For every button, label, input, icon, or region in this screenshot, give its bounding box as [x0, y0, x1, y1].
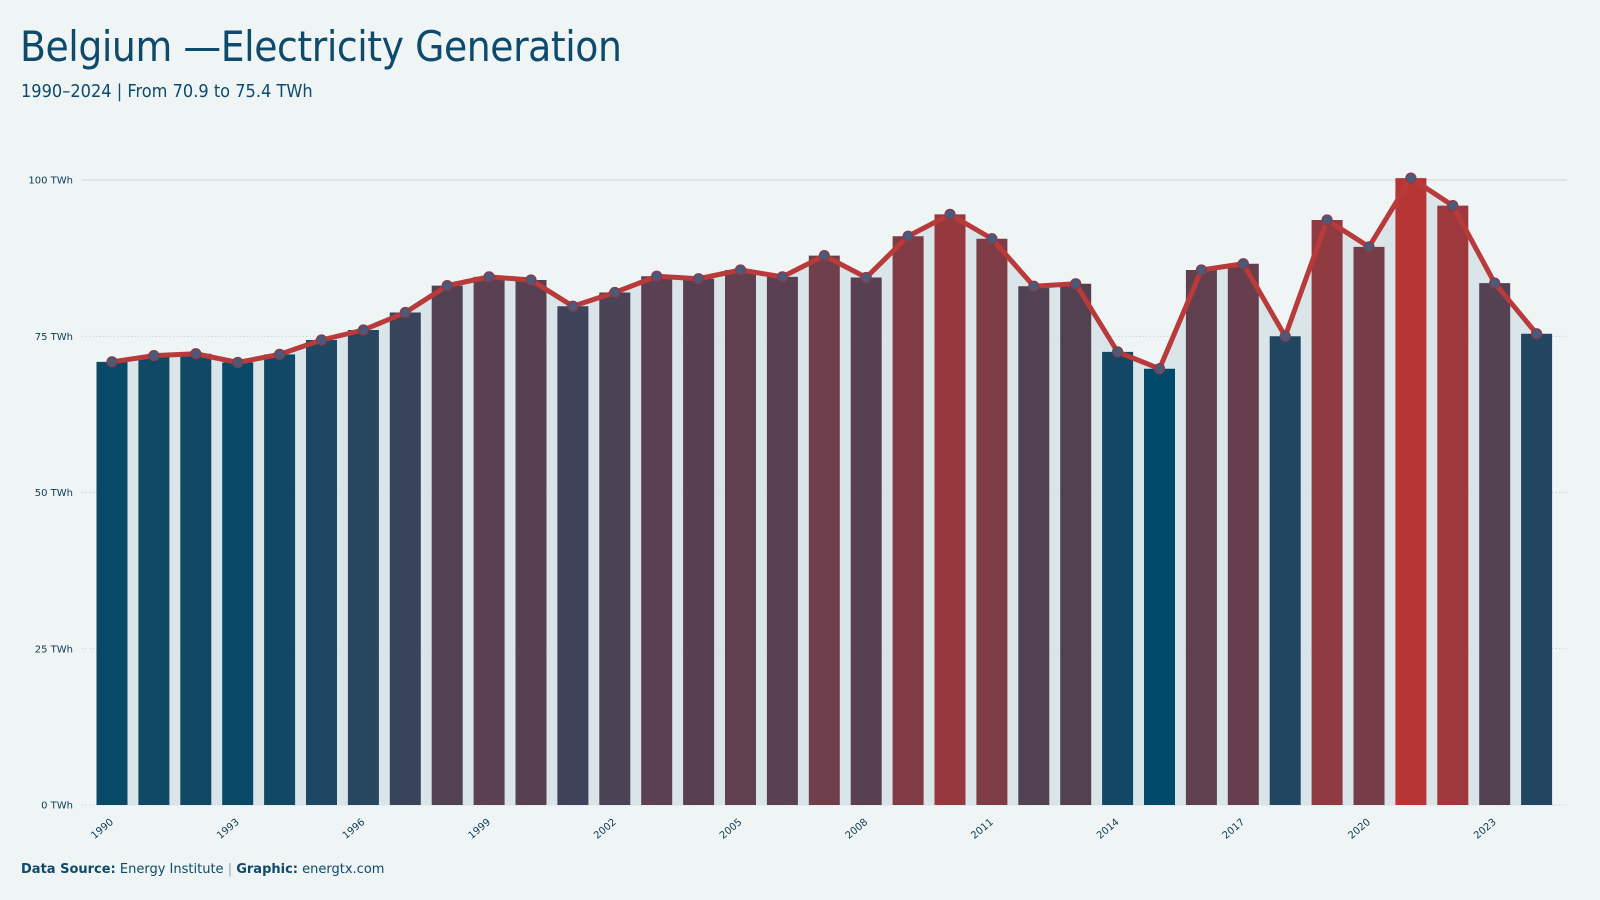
- bar-2015: [1144, 368, 1175, 805]
- source-value: Energy Institute: [119, 862, 224, 877]
- point-2007: [818, 250, 830, 262]
- x-tick-label: 1990: [89, 817, 116, 842]
- point-1997: [399, 306, 411, 319]
- bar-2002: [599, 292, 631, 805]
- bar-2006: [766, 276, 798, 805]
- point-2010: [944, 208, 956, 220]
- chart-subtitle: 1990–2024 | From 70.9 to 75.4 TWh: [21, 81, 313, 102]
- point-2015: [1153, 363, 1166, 375]
- point-1995: [315, 334, 328, 346]
- point-1999: [483, 271, 495, 283]
- bar-1991: [138, 355, 170, 805]
- bar-1990: [96, 361, 128, 805]
- point-1996: [357, 324, 369, 336]
- graphic-label: Graphic:: [236, 862, 298, 877]
- chart-title: Belgium —Electricity Generation: [20, 22, 622, 71]
- graphic-value: energtx.com: [302, 862, 385, 877]
- bar-2011: [976, 238, 1008, 805]
- point-1992: [190, 348, 202, 360]
- point-1993: [232, 356, 244, 369]
- point-2019: [1321, 214, 1333, 226]
- y-tick-label: 100 TWh: [28, 176, 73, 187]
- x-tick-label: 2005: [718, 817, 745, 842]
- point-2011: [986, 233, 998, 245]
- bar-2022: [1437, 205, 1469, 805]
- y-tick-label: 0 TWh: [41, 801, 73, 812]
- bar-2010: [934, 214, 966, 805]
- bar-1997: [389, 312, 421, 805]
- point-1994: [274, 348, 286, 360]
- x-tick-label: 1996: [341, 817, 368, 842]
- bar-2019: [1311, 220, 1343, 805]
- point-2023: [1489, 277, 1501, 289]
- bar-2001: [557, 306, 589, 805]
- bar-1996: [347, 330, 379, 805]
- bar-2017: [1227, 263, 1259, 805]
- bar-2004: [683, 278, 715, 805]
- x-tick-label: 2002: [592, 817, 619, 842]
- point-2006: [776, 271, 789, 283]
- point-2000: [525, 274, 537, 286]
- bar-2013: [1060, 283, 1092, 805]
- x-tick-label: 2011: [969, 817, 996, 842]
- point-2018: [1279, 330, 1291, 342]
- point-2009: [902, 230, 914, 242]
- bar-1994: [264, 354, 296, 805]
- point-1991: [148, 350, 160, 362]
- x-tick-label: 2017: [1221, 817, 1248, 842]
- footer: Data Source: Energy Institute | Graphic:…: [21, 862, 384, 877]
- x-tick-label: 2014: [1095, 817, 1122, 842]
- point-2020: [1363, 241, 1375, 253]
- point-2004: [692, 273, 705, 285]
- bar-2012: [1018, 286, 1050, 805]
- point-1990: [106, 356, 118, 368]
- y-tick-label: 50 TWh: [35, 488, 73, 499]
- bar-1998: [431, 285, 463, 805]
- point-2017: [1237, 258, 1249, 270]
- bar-2009: [892, 236, 924, 805]
- y-tick-label: 25 TWh: [35, 644, 73, 655]
- x-tick-label: 2008: [844, 817, 871, 842]
- bar-2018: [1269, 336, 1301, 805]
- x-tick-label: 2023: [1472, 817, 1499, 842]
- point-2022: [1447, 200, 1459, 212]
- x-tick-label: 1999: [466, 817, 493, 842]
- point-2013: [1070, 278, 1082, 290]
- point-2005: [734, 264, 747, 276]
- bar-2021: [1395, 178, 1427, 805]
- footer-separator: |: [227, 862, 233, 877]
- point-2003: [651, 270, 663, 282]
- bar-1993: [222, 362, 254, 805]
- bar-1995: [306, 340, 337, 805]
- bar-2024: [1521, 333, 1553, 805]
- bar-2005: [725, 270, 756, 805]
- point-2002: [609, 286, 621, 299]
- bar-2008: [850, 277, 882, 805]
- point-2024: [1530, 328, 1543, 340]
- bar-2003: [641, 276, 673, 805]
- point-2016: [1195, 264, 1208, 276]
- x-tick-label: 1993: [215, 817, 242, 842]
- bar-1992: [180, 353, 212, 805]
- bar-2023: [1479, 283, 1511, 805]
- bar-2014: [1102, 351, 1134, 805]
- point-2014: [1111, 346, 1124, 358]
- y-tick-label: 75 TWh: [35, 332, 73, 343]
- point-2008: [860, 271, 872, 284]
- source-label: Data Source:: [21, 862, 116, 877]
- bar-2016: [1185, 270, 1217, 805]
- point-2012: [1028, 280, 1040, 292]
- bar-2007: [808, 255, 840, 805]
- point-2001: [567, 300, 579, 312]
- point-1998: [441, 280, 453, 292]
- x-tick-label: 2020: [1346, 817, 1373, 842]
- point-2021: [1405, 172, 1417, 184]
- bar-2020: [1353, 246, 1385, 805]
- bar-1999: [473, 276, 505, 805]
- bar-2000: [515, 280, 547, 805]
